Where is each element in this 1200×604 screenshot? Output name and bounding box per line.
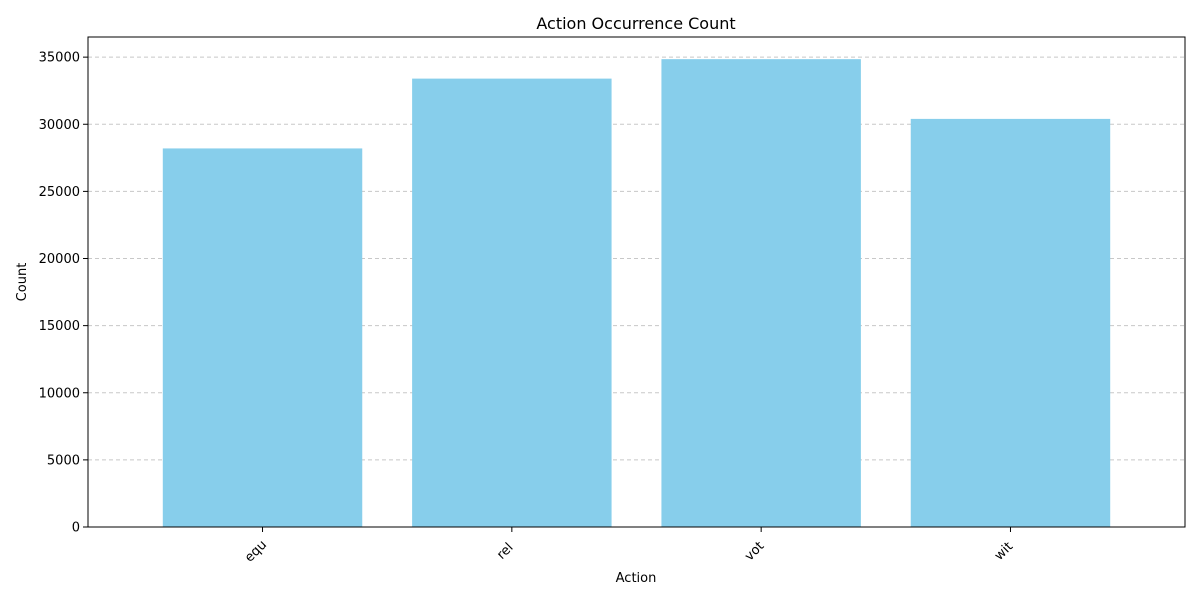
y-axis-label: Count <box>15 263 30 302</box>
x-tick-label: wit <box>992 539 1016 563</box>
y-tick-label: 10000 <box>39 386 80 401</box>
bar-vot <box>661 59 861 527</box>
bars <box>162 59 1111 527</box>
x-tick-label: rel <box>494 540 516 562</box>
axes <box>87 36 1186 528</box>
bar-equ <box>162 148 363 527</box>
y-tick-label: 30000 <box>39 118 80 133</box>
y-tick-label: 15000 <box>39 319 80 334</box>
x-axis-label: Action <box>616 571 657 586</box>
bar-rel <box>412 78 612 527</box>
chart-title: Action Occurrence Count <box>536 14 735 33</box>
bar-wit <box>910 118 1111 527</box>
x-tick-label: vot <box>742 539 767 564</box>
y-ticks: 0 5000 10000 15000 20000 25000 30000 35000 <box>39 51 88 536</box>
y-tick-label: 35000 <box>39 51 80 66</box>
y-tick-label: 0 <box>72 521 80 536</box>
x-tick-label: equ <box>242 538 270 566</box>
y-tick-label: 5000 <box>47 453 80 468</box>
x-ticks: equ rel vot wit <box>242 527 1016 565</box>
plot-frame <box>87 36 1186 528</box>
y-tick-label: 20000 <box>39 252 80 267</box>
y-tick-label: 25000 <box>39 185 80 200</box>
